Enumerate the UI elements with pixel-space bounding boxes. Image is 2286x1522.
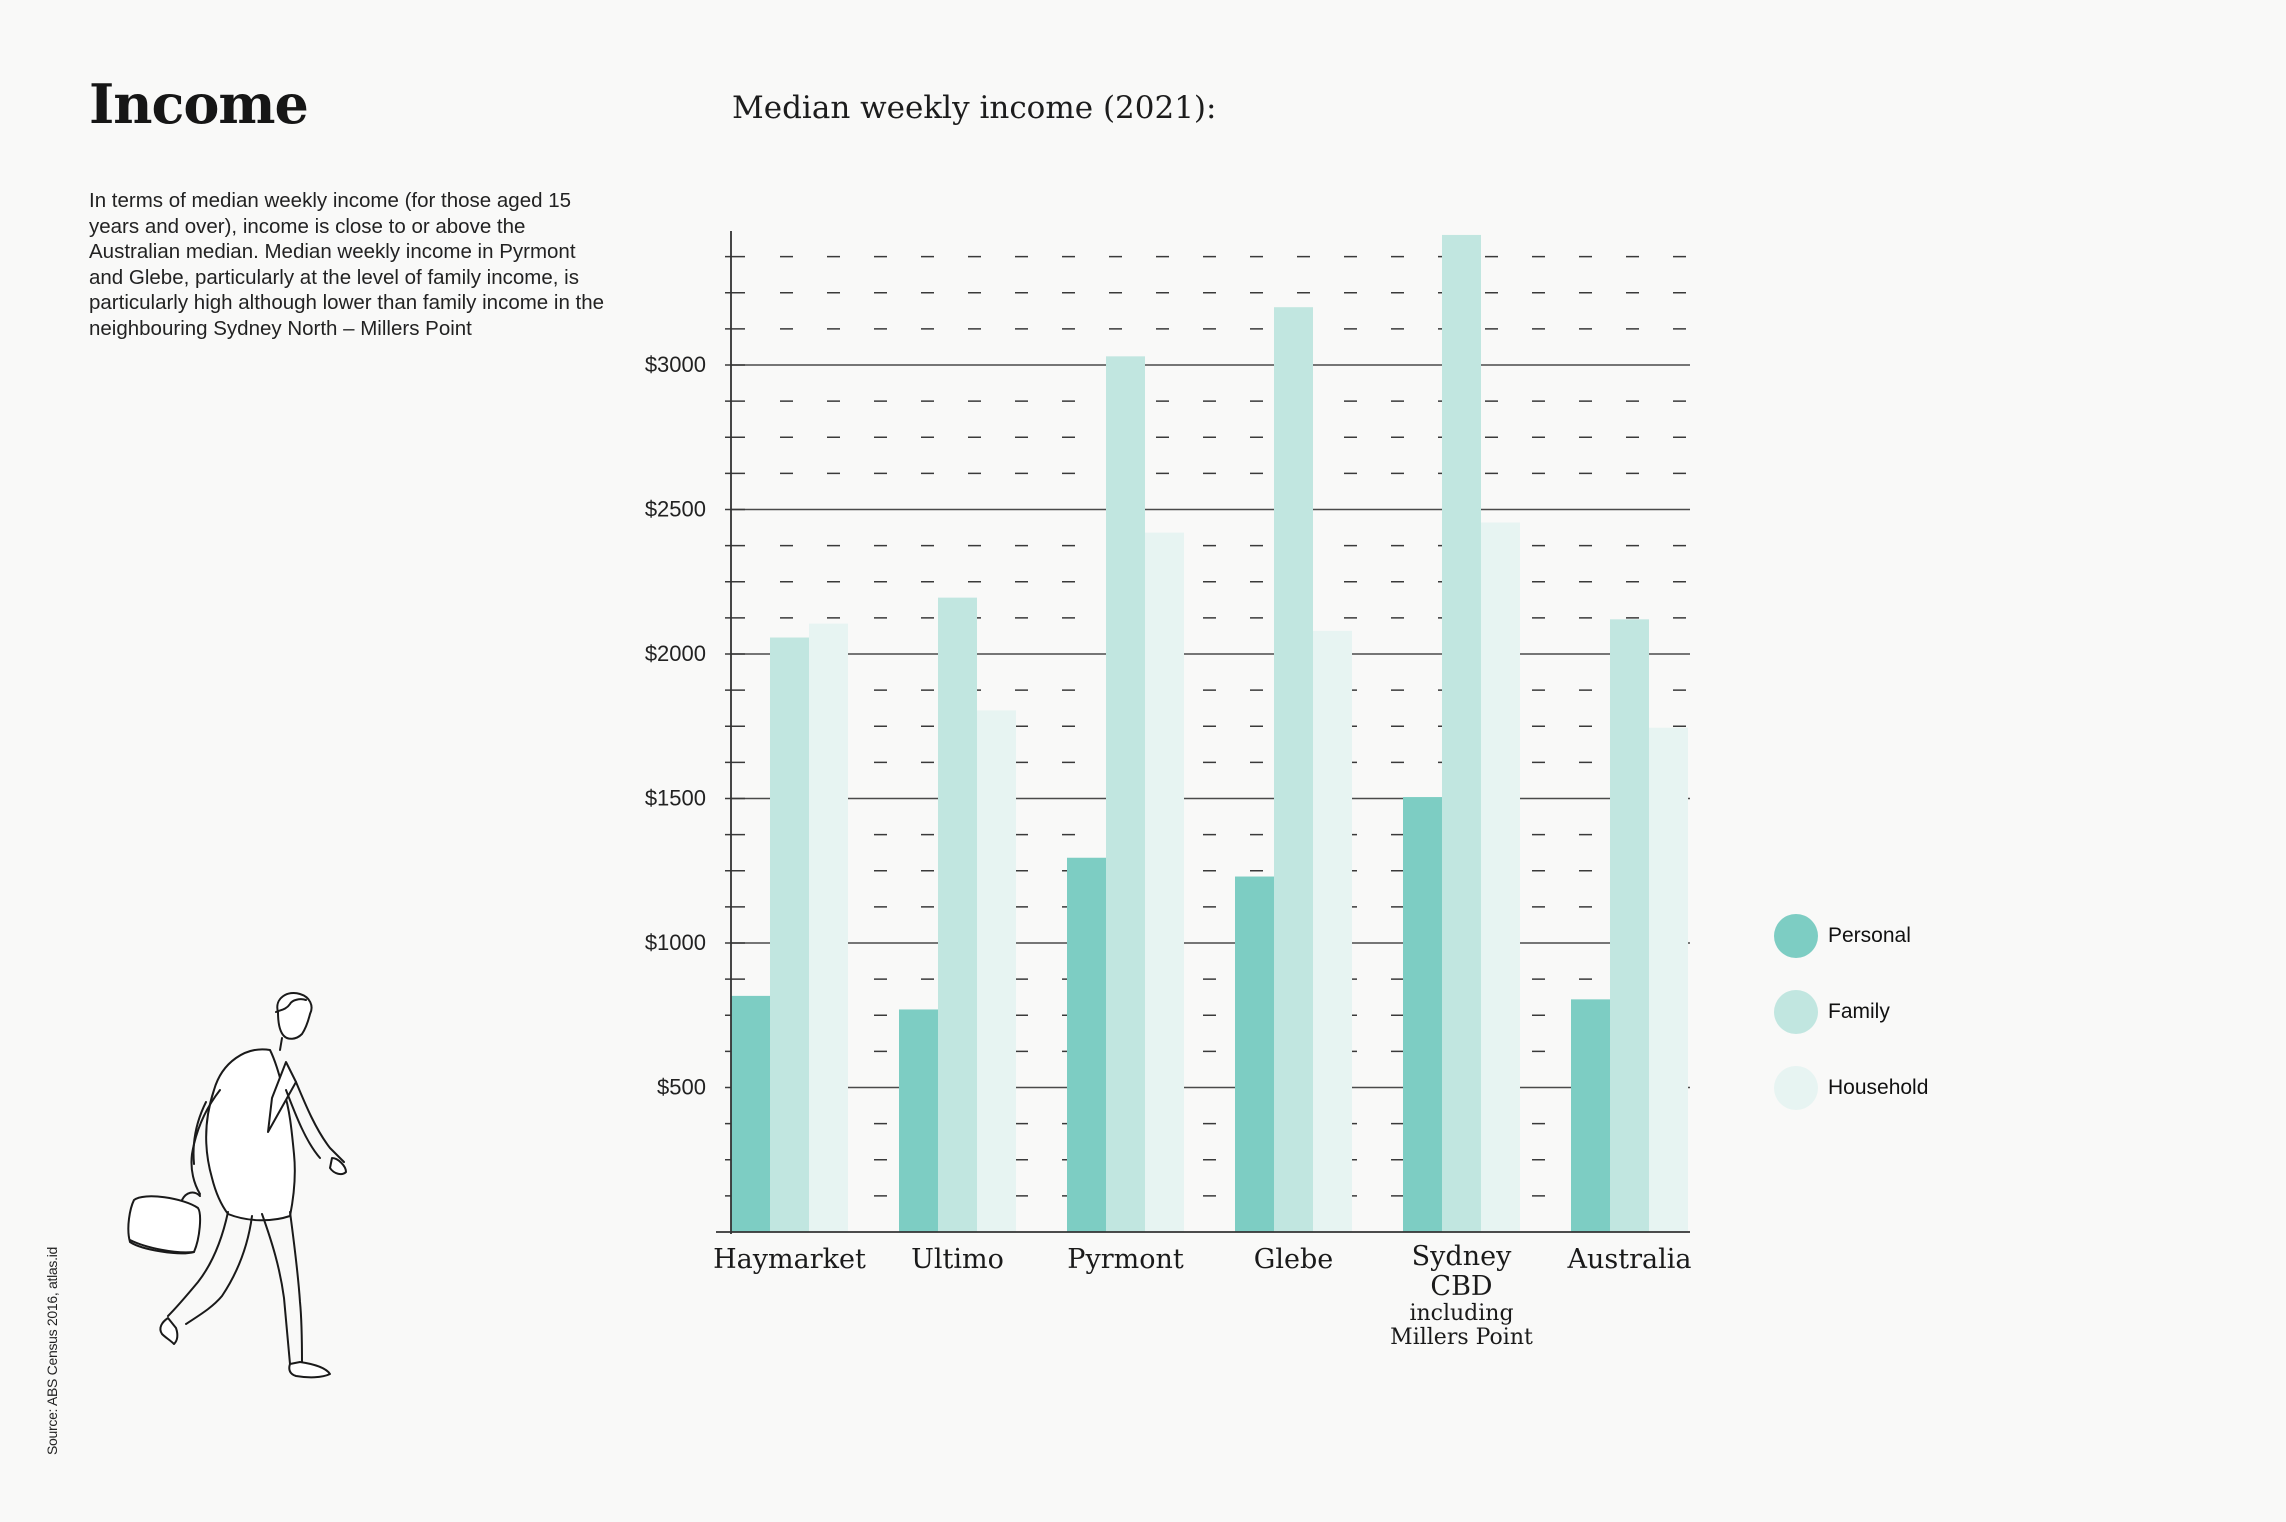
x-tick-label: Australia [1567,1244,1692,1275]
chart-bars [731,234,1688,1233]
legend-item-household: Household [1774,1066,1928,1110]
legend-swatch-personal [1774,914,1818,958]
legend-swatch-household [1774,1066,1818,1110]
chart-grid [725,255,1690,1197]
walking-businessman-illustration [127,992,347,1379]
bar-family-australia [1610,619,1649,1232]
y-tick-label: $3000 [645,352,706,377]
x-tick-label: Millers Point [1390,1325,1533,1350]
page-title: Income [89,72,309,136]
y-tick-label: $2000 [645,641,706,666]
bar-household-pyrmont [1145,532,1184,1232]
bar-household-sydney-cbd-including-millers-point [1481,522,1520,1232]
y-tick-label: $1500 [645,786,706,811]
legend-label-household: Household [1828,1076,1929,1099]
bar-household-australia [1649,727,1688,1232]
bar-family-glebe [1274,307,1313,1232]
bar-family-pyrmont [1106,356,1145,1233]
y-tick-label: $500 [657,1075,706,1100]
bar-household-ultimo [977,710,1016,1232]
bar-household-glebe [1313,630,1352,1232]
x-tick-label: including [1409,1301,1513,1326]
chart-legend: Personal Family Household [1774,914,1928,1142]
x-tick-label: Glebe [1254,1244,1333,1275]
chart-title: Median weekly income (2021): [732,90,1217,126]
chart-axes [716,230,1690,1234]
bar-family-haymarket [770,637,809,1232]
legend-item-family: Family [1774,990,1928,1034]
bar-household-haymarket [809,623,848,1232]
intro-paragraph: In terms of median weekly income (for th… [89,189,605,340]
y-tick-label: $2500 [645,497,706,522]
y-tick-label: $1000 [645,930,706,955]
bar-personal-sydney-cbd-including-millers-point [1403,797,1442,1232]
bar-personal-glebe [1235,876,1274,1232]
x-tick-label: Haymarket [713,1244,866,1275]
legend-label-personal: Personal [1828,924,1911,947]
bar-personal-haymarket [731,995,770,1232]
bar-family-sydney-cbd-including-millers-point [1442,234,1481,1232]
x-tick-label: CBD [1430,1271,1492,1302]
legend-label-family: Family [1828,1000,1890,1023]
bar-personal-australia [1571,999,1610,1232]
x-tick-label: Pyrmont [1067,1244,1184,1275]
bar-personal-pyrmont [1067,857,1106,1232]
legend-swatch-family [1774,990,1818,1034]
source-note: Source: ABS Census 2016, atlas.id [44,1246,60,1455]
chart-labels: $500 $1000 $1500 $2000 $2500 $3000 Haymarket Ul… [645,352,1692,1350]
legend-item-personal: Personal [1774,914,1928,958]
x-tick-label: Ultimo [911,1244,1004,1275]
x-tick-label: Sydney [1412,1241,1512,1272]
bar-personal-ultimo [899,1009,938,1232]
bar-family-ultimo [938,597,977,1232]
